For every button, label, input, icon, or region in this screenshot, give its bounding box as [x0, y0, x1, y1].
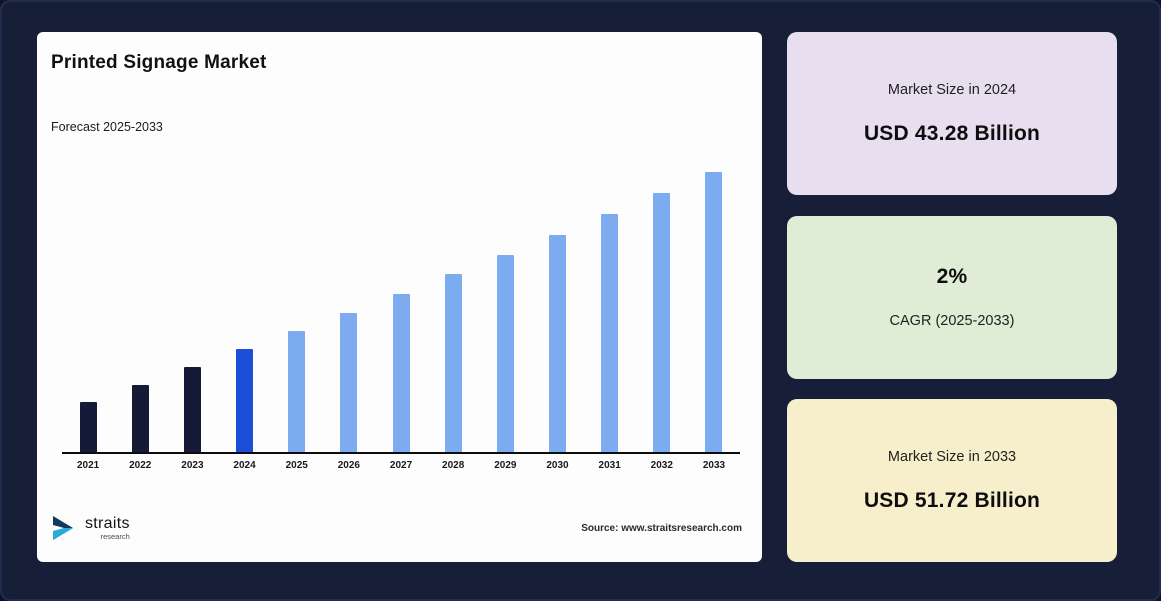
logo-text: straits research — [85, 514, 130, 541]
logo-text-main: straits — [85, 514, 130, 532]
chart-subtitle: Forecast 2025-2033 — [51, 120, 163, 134]
bar-column-2022 — [114, 385, 166, 452]
bar-2026 — [340, 313, 358, 452]
straits-research-logo: straits research — [51, 514, 130, 542]
x-tick-2022: 2022 — [129, 460, 152, 471]
bar-2023 — [183, 367, 201, 452]
stat-label: Market Size in 2033 — [887, 448, 1017, 465]
chart-card: Printed Signage Market Forecast 2025-203… — [37, 32, 762, 562]
bar-column-2023 — [166, 367, 218, 452]
x-tick-2033: 2033 — [702, 460, 726, 471]
stat-label: CAGR (2025-2033) — [889, 313, 1015, 329]
x-tick-2031: 2031 — [598, 460, 621, 471]
logo-text-sub: research — [100, 531, 130, 541]
stat-cards-column: Market Size in 2024 USD 43.28 Billion 2%… — [787, 32, 1117, 562]
x-tick-2025: 2025 — [285, 460, 308, 471]
bar-2021 — [79, 402, 97, 452]
bar-column-2029 — [479, 255, 531, 452]
bar-2025 — [288, 331, 306, 452]
bar-column-2025 — [271, 331, 323, 452]
x-tick-2021: 2021 — [76, 460, 100, 471]
plot-area — [62, 172, 740, 454]
x-tick-2028: 2028 — [442, 460, 465, 471]
stat-card-market-size-2033: Market Size in 2033 USD 51.72 Billion — [787, 399, 1117, 562]
bar-2029 — [496, 255, 514, 452]
bar-2032 — [653, 193, 671, 452]
stat-label: Market Size in 2024 — [887, 81, 1017, 98]
bar-2024 — [236, 349, 254, 452]
x-tick-2027: 2027 — [389, 460, 413, 471]
x-tick-2029: 2029 — [494, 460, 517, 471]
stat-card-market-size-2024: Market Size in 2024 USD 43.28 Billion — [787, 32, 1117, 195]
bar-column-2028 — [427, 274, 479, 452]
x-tick-2026: 2026 — [337, 460, 360, 471]
stat-card-cagr: 2% CAGR (2025-2033) — [787, 215, 1117, 379]
stat-value: USD 51.72 Billion — [863, 488, 1041, 512]
bar-2030 — [548, 235, 566, 452]
bar-2022 — [131, 385, 149, 452]
stat-value: USD 43.28 Billion — [863, 121, 1041, 145]
x-tick-2023: 2023 — [181, 460, 204, 471]
bar-column-2027 — [375, 294, 427, 452]
bar-2027 — [392, 294, 410, 452]
bar-column-2031 — [584, 214, 636, 452]
bar-column-2033 — [688, 172, 740, 452]
bar-2028 — [444, 274, 462, 452]
x-tick-2030: 2030 — [546, 460, 569, 471]
bar-column-2021 — [62, 402, 114, 452]
bar-column-2024 — [218, 349, 270, 452]
bar-2033 — [705, 172, 723, 452]
bar-column-2030 — [531, 235, 583, 452]
x-axis-labels: 2021 2022 2023 2024 2025 2026 2027 2028 2029 2030… — [62, 460, 740, 471]
bar-column-2026 — [323, 313, 375, 452]
bar-column-2032 — [636, 193, 688, 452]
logo-arrow-icon — [53, 516, 73, 540]
stat-value: 2% — [936, 265, 968, 288]
x-tick-2032: 2032 — [650, 460, 673, 471]
bar-2031 — [601, 214, 619, 452]
x-tick-2024: 2024 — [233, 460, 256, 471]
chart-title: Printed Signage Market — [51, 52, 267, 73]
source-text: Source: www.straitsresearch.com — [581, 523, 742, 534]
